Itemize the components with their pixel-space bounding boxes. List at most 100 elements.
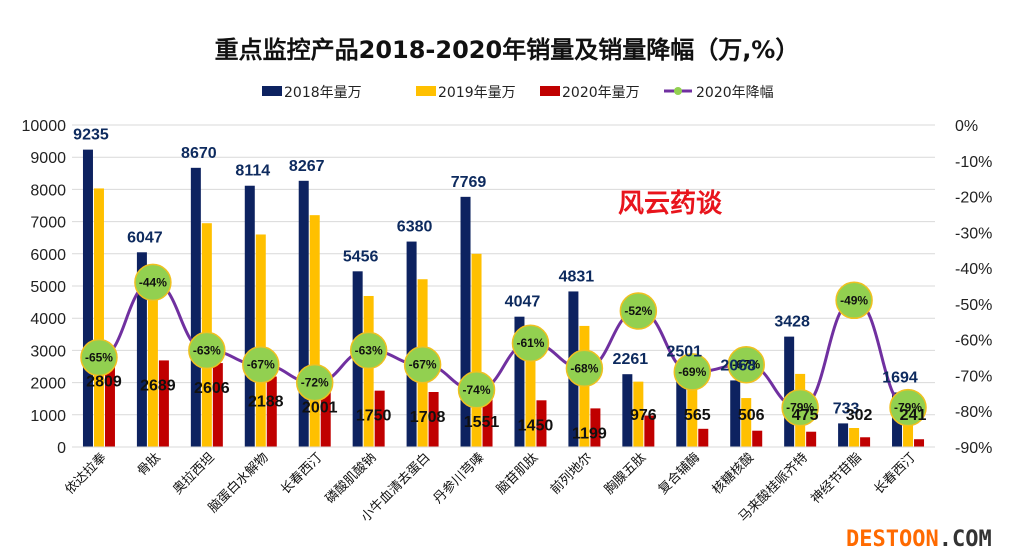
decline-label: -63%: [193, 343, 221, 357]
data-label-2018: 4831: [559, 268, 595, 285]
data-label-2020: 2689: [140, 377, 176, 394]
bars: [82, 149, 925, 448]
bar-2: [741, 398, 752, 447]
data-labels: 9235 2809 6047 2689 8670 2606 8114 2188 8267 2001…: [73, 127, 926, 443]
data-label-2018: 8670: [181, 145, 217, 162]
data-label-2018: 2501: [666, 343, 702, 360]
bar-1: [730, 380, 741, 447]
data-label-2018: 5456: [343, 248, 379, 265]
decline-label: -79%: [786, 401, 814, 415]
data-label-2020: 1450: [518, 417, 554, 434]
x-tick-label: 骨肽: [135, 450, 164, 479]
y2-tick-label: -90%: [955, 440, 992, 457]
x-tick-label: 前列地尔: [547, 450, 595, 498]
line-marker: [188, 331, 226, 370]
bar-2: [687, 388, 698, 447]
bar-3: [374, 390, 385, 447]
y-tick-label: 1000: [30, 408, 66, 425]
data-label-2018: 3428: [774, 314, 810, 331]
y2-tick-label: -50%: [955, 297, 992, 314]
legend-swatch: [540, 86, 560, 96]
bar-1: [190, 167, 201, 448]
data-label-2018: 733: [833, 400, 860, 417]
decline-label: -69%: [678, 365, 706, 379]
watermark-site: DESTOON.COM: [846, 527, 992, 552]
legend-swatch: [262, 86, 282, 96]
bar-3: [860, 437, 871, 447]
y2-tick-label: -70%: [955, 368, 992, 385]
line-marker: [565, 349, 604, 388]
line-marker: [457, 371, 496, 409]
decline-label: -65%: [85, 351, 113, 365]
bar-3: [914, 439, 925, 447]
bar-1: [460, 196, 471, 447]
line-marker: [619, 292, 658, 330]
bar-1: [622, 374, 633, 447]
y-tick-label: 4000: [30, 311, 66, 328]
y-axis-left: 0 1000 2000 3000 4000 5000 6000 7000 8000 9000 100…: [22, 118, 67, 457]
bar-1: [136, 252, 147, 447]
bar-3: [482, 397, 493, 447]
decline-label: -68%: [570, 361, 598, 375]
y-tick-label: 10000: [22, 118, 67, 135]
y2-tick-label: -20%: [955, 190, 992, 207]
bar-3: [266, 376, 277, 447]
data-label-2020: 565: [684, 407, 711, 424]
decline-label: -67%: [247, 358, 275, 372]
bar-1: [406, 241, 417, 447]
x-tick-label: 神经节苷脂: [808, 450, 865, 507]
legend-marker: [674, 87, 682, 95]
bar-1: [838, 423, 849, 447]
x-tick-label: 磷酸肌酸钠: [323, 450, 380, 507]
bar-1: [676, 366, 687, 447]
bar-2: [363, 295, 374, 447]
data-label-2020: 506: [738, 407, 765, 424]
decline-label: -72%: [301, 376, 329, 390]
bar-3: [104, 356, 115, 447]
y2-tick-label: -40%: [955, 261, 992, 278]
bar-3: [698, 428, 709, 447]
data-label-2020: 2809: [86, 374, 122, 391]
line-marker: [80, 338, 118, 377]
line-marker: [242, 345, 280, 384]
line-marker: [727, 345, 765, 384]
line-marker: [349, 331, 388, 370]
decline-label: -74%: [463, 383, 491, 397]
y2-tick-label: -10%: [955, 154, 992, 171]
y-tick-label: 8000: [30, 182, 66, 199]
data-label-2020: 475: [792, 407, 819, 424]
line-marker: [889, 388, 927, 427]
decline-label: -67%: [409, 358, 437, 372]
data-label-2018: 6047: [127, 229, 163, 246]
x-tick-label: 核糖核酸: [709, 450, 757, 498]
y-tick-label: 6000: [30, 247, 66, 264]
decline-label: -67%: [732, 358, 760, 372]
data-label-2018: 8267: [289, 158, 325, 175]
data-label-2018: 9235: [73, 127, 109, 144]
line-marker: [781, 388, 819, 427]
bar-1: [82, 149, 93, 447]
decline-label: -79%: [894, 401, 922, 415]
y-tick-label: 3000: [30, 343, 66, 360]
bar-2: [903, 409, 914, 447]
bar-1: [244, 185, 255, 448]
bar-3: [590, 408, 601, 447]
bar-2: [849, 428, 860, 447]
watermark-site-main: DESTOON: [846, 527, 939, 552]
data-label-2020: 241: [900, 407, 927, 424]
y-tick-label: 2000: [30, 376, 66, 393]
data-label-2018: 4047: [505, 294, 541, 311]
legend-label: 2018年量万: [284, 85, 362, 101]
bar-3: [212, 363, 223, 447]
x-tick-label: 脑苷肌肽: [494, 450, 541, 497]
bar-2: [471, 253, 482, 447]
bar-1: [298, 180, 309, 447]
y2-tick-label: -30%: [955, 225, 992, 242]
legend: 2018年量万 2019年量万 2020年量万 2020年降幅: [262, 85, 774, 101]
data-label-2020: 1708: [410, 409, 446, 426]
y-axis-right: 0% -10% -20% -30% -40% -50% -60% -70% -80% -90%: [955, 118, 992, 457]
x-tick-label: 依达拉奉: [62, 450, 109, 497]
bar-3: [752, 430, 763, 447]
line-marker: [295, 363, 334, 402]
